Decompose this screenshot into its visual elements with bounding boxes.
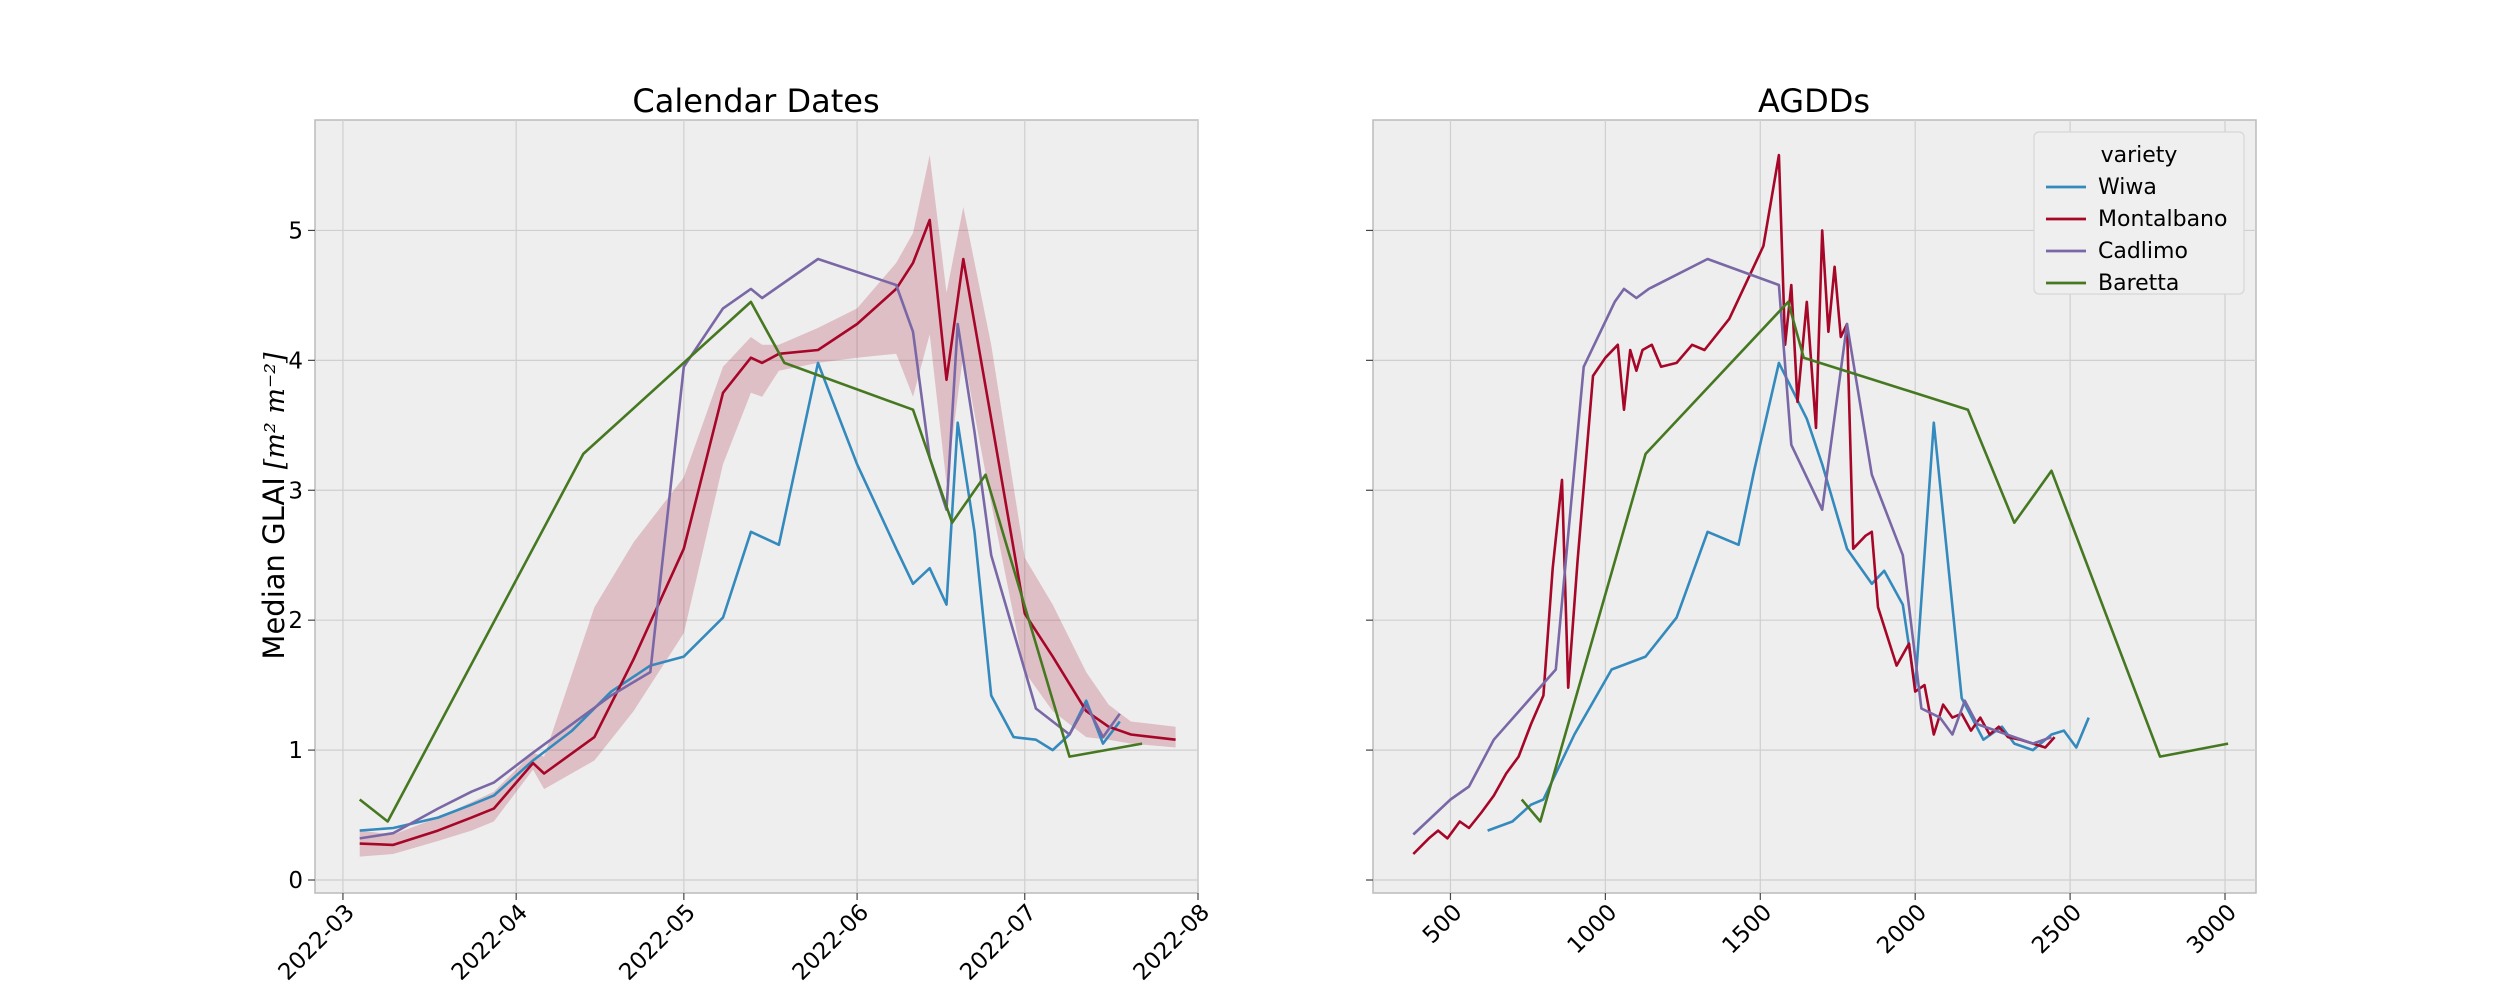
series-line-montalbano xyxy=(1412,153,2056,855)
x-tick-label: 2022-06 xyxy=(788,899,874,985)
y-axis-label-text: Median GLAI xyxy=(257,477,291,659)
x-tick-label: 1000 xyxy=(1563,899,1623,959)
legend-label-cadlimo: Cadlimo xyxy=(2098,239,2188,264)
x-tick-label: 500 xyxy=(1418,899,1467,948)
legend-label-montalbano: Montalbano xyxy=(2098,207,2227,232)
y-tick-label: 0 xyxy=(288,868,303,894)
x-tick-label: 2022-04 xyxy=(447,899,533,985)
x-tick-label: 2022-07 xyxy=(955,899,1041,985)
y-tick-label: 3 xyxy=(288,478,303,504)
calendar-plot-area xyxy=(314,119,1199,894)
series-line-baretta xyxy=(358,300,1143,823)
x-tick-label: 2022-08 xyxy=(1129,899,1215,985)
agdds-panel: 500 1000 1500 2000 2500 3000 AGDDs variety Wiw… xyxy=(1366,82,2257,959)
x-tick-label: 1500 xyxy=(1717,899,1777,959)
agdds-grid xyxy=(1373,120,2256,893)
y-axis-label: Median GLAI [m² m⁻²] xyxy=(257,352,291,660)
series-line-montalbano xyxy=(359,218,1176,847)
legend: variety Wiwa Montalbano Cadlimo Baretta xyxy=(2033,131,2245,296)
series-line-cadlimo xyxy=(1412,257,2052,836)
y-tick-label: 2 xyxy=(288,608,303,634)
agdds-panel-title: AGDDs xyxy=(1758,82,1870,120)
series-line-wiwa xyxy=(359,361,1121,832)
legend-title: variety xyxy=(2101,143,2178,168)
series-line-wiwa xyxy=(1487,361,2090,832)
montalbano-ci-band xyxy=(359,155,1176,857)
series-line-cadlimo xyxy=(359,257,1121,840)
x-tick-label: 2022-05 xyxy=(614,899,700,985)
y-tick-label: 4 xyxy=(288,348,303,374)
y-axis-label-unit: [m² m⁻²] xyxy=(260,352,291,469)
x-tick-label: 2500 xyxy=(2027,899,2087,959)
legend-label-baretta: Baretta xyxy=(2098,271,2179,296)
calendar-ci-band xyxy=(359,155,1176,857)
legend-box xyxy=(2033,131,2245,295)
x-tick-label: 2022-03 xyxy=(274,899,360,985)
x-tick-label: 2000 xyxy=(1872,899,1932,959)
x-tick-label: 3000 xyxy=(2182,899,2242,959)
agdds-series-lines xyxy=(1412,153,2229,855)
calendar-dates-panel: 0 1 2 3 4 5 2022-03 2022-04 2022-05 2022-06 2022-0… xyxy=(257,82,1215,986)
calendar-series-lines xyxy=(358,218,1176,847)
calendar-panel-title: Calendar Dates xyxy=(632,82,879,120)
y-tick-label: 1 xyxy=(288,738,303,764)
legend-label-wiwa: Wiwa xyxy=(2098,175,2157,200)
series-line-baretta xyxy=(1520,300,2229,823)
y-tick-label: 5 xyxy=(288,218,303,244)
